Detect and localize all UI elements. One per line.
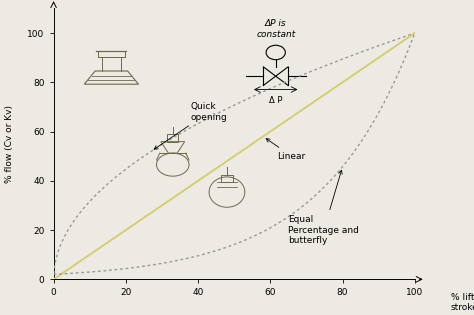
Text: Equal
Percentage and
butterfly: Equal Percentage and butterfly	[288, 170, 359, 245]
Bar	[221, 175, 233, 182]
Text: ΔP is
constant: ΔP is constant	[256, 19, 295, 39]
Text: Quick
opening: Quick opening	[154, 102, 228, 149]
Text: Δ P: Δ P	[269, 96, 283, 105]
Bar	[167, 134, 178, 142]
Y-axis label: % flow (Cv or Kv): % flow (Cv or Kv)	[5, 105, 14, 183]
Text: Linear: Linear	[266, 139, 306, 161]
X-axis label: % lift or
stroke: % lift or stroke	[451, 293, 474, 312]
